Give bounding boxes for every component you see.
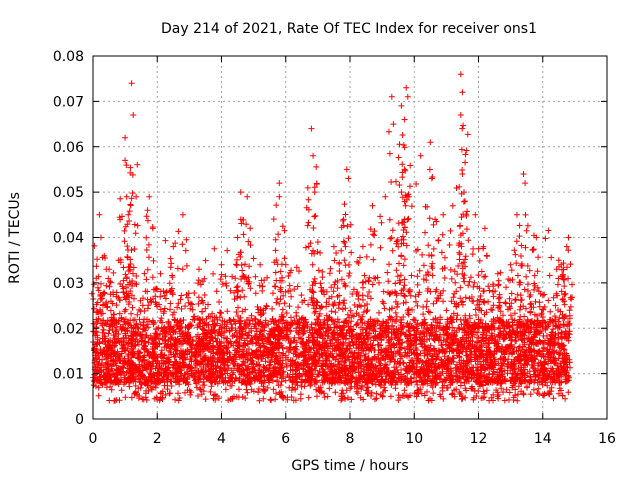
x-tick-label: 0 xyxy=(89,431,98,447)
y-axis-label: ROTI / TECUs xyxy=(7,192,23,284)
data-points xyxy=(88,71,575,404)
x-tick-label: 6 xyxy=(281,431,290,447)
y-tick-label: 0.01 xyxy=(53,367,84,383)
y-tick-label: 0.03 xyxy=(53,276,84,292)
y-tick-label: 0.07 xyxy=(53,94,84,110)
y-tick-label: 0 xyxy=(75,412,84,428)
x-tick-label: 4 xyxy=(217,431,226,447)
x-tick-label: 10 xyxy=(405,431,423,447)
x-tick-label: 16 xyxy=(598,431,616,447)
y-tick-label: 0.02 xyxy=(53,321,84,337)
x-tick-label: 12 xyxy=(470,431,488,447)
x-tick-label: 14 xyxy=(534,431,552,447)
x-tick-label: 2 xyxy=(153,431,162,447)
x-tick-label: 8 xyxy=(346,431,355,447)
roti-point-markers xyxy=(88,71,575,404)
y-tick-label: 0.04 xyxy=(53,231,84,247)
axis-ticks: 0 0.01 0.02 0.03 0.04 0.05 0.06 0.07 0.08 0 2 4 6 8 10… xyxy=(53,49,616,447)
chart-title: Day 214 of 2021, Rate Of TEC Index for r… xyxy=(161,21,537,37)
y-tick-label: 0.06 xyxy=(53,140,84,156)
y-tick-label: 0.05 xyxy=(53,185,84,201)
y-tick-label: 0.08 xyxy=(53,49,84,65)
x-axis-label: GPS time / hours xyxy=(291,458,408,474)
